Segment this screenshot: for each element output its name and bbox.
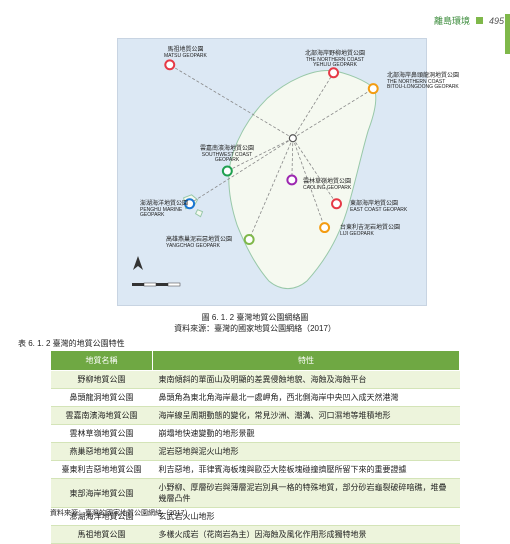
th-name: 地質名稱 — [51, 351, 153, 371]
table-title: 表 6. 1. 2 臺灣的地質公園特性 — [18, 338, 125, 349]
table-row: 燕巢惡地地質公園泥岩惡地與泥火山地形 — [51, 443, 460, 461]
cell-desc: 東南傾斜的單面山及明顯的差異侵蝕地貌、海蝕及海蝕平台 — [153, 371, 460, 389]
cell-desc: 小野柳、厚層砂岩與薄層泥岩別具一格的特殊地質，部分砂岩龜裂破碎喑礁，堆疊幾層凸件 — [153, 479, 460, 508]
geopark-label-southwest: 雲嘉南濱海地質公園SOUTHWEST COASTGEOPARK — [200, 146, 254, 164]
cell-desc: 玄武岩火山地形 — [153, 508, 460, 526]
geopark-node-southwest — [223, 167, 232, 176]
geopark-label-liji: 台東利吉泥岩地質公園LIJI GEOPARK — [340, 225, 400, 237]
header-section-label: 離島環境 — [434, 14, 470, 27]
cell-name: 臺東利吉惡地地質公園 — [51, 461, 153, 479]
side-tab — [505, 14, 510, 54]
geopark-label-yehliu: 北部海岸野柳地質公園THE NORTHERN COASTYEHLIU GEOPA… — [305, 51, 365, 69]
geopark-label-yangchao: 高雄燕巢泥岩惡地質公園YANGCHAO GEOPARK — [166, 237, 232, 249]
th-desc: 特性 — [153, 351, 460, 371]
geopark-label-bitou: 北部海岸鼻頭龍洞地質公園THE NORTHERN COASTBITOU-LONG… — [387, 73, 459, 91]
figure-caption: 圖 6. 1. 2 臺灣地質公園網絡圖 資料來源：臺灣的國家地質公園網絡（201… — [0, 312, 510, 334]
table-row: 野柳地質公園東南傾斜的單面山及明顯的差異侵蝕地貌、海蝕及海蝕平台 — [51, 371, 460, 389]
geopark-node-yangchao — [245, 235, 254, 244]
north-arrow-icon — [132, 256, 144, 275]
cell-desc: 鼻頭角為東北角海岸最北一處岬角，西北側海岸中央凹入成天然港灣 — [153, 389, 460, 407]
cell-name: 野柳地質公園 — [51, 371, 153, 389]
cell-desc: 海岸線呈周期動態的變化，常見沙洲、潮溝、河口濕地等堆積地形 — [153, 407, 460, 425]
geopark-label-matsu: 馬祖地質公園MATSU GEOPARK — [164, 47, 207, 59]
scale-bar — [132, 279, 192, 293]
geopark-label-penghu: 澎湖海洋地質公園PENGHU MARINEGEOPARK — [140, 201, 188, 219]
map-svg — [118, 39, 426, 305]
map-background: 馬祖地質公園MATSU GEOPARK 北部海岸野柳地質公園THE NORTHER… — [117, 38, 427, 306]
table-row: 鼻頭龍洞地質公園鼻頭角為東北角海岸最北一處岬角，西北側海岸中央凹入成天然港灣 — [51, 389, 460, 407]
cell-desc: 多樣火成岩（花崗岩為主）因海蝕及風化作用形成獨特地景 — [153, 526, 460, 544]
geopark-node-yehliu — [329, 68, 338, 77]
table-row: 東部海岸地質公園小野柳、厚層砂岩與薄層泥岩別具一格的特殊地質，部分砂岩龜裂破碎喑… — [51, 479, 460, 508]
cell-desc: 利吉惡地，菲律賓海板塊與歐亞大陸板塊碰撞擠壓所留下來的重要證據 — [153, 461, 460, 479]
cell-desc: 崩塌地快速變動的地形景觀 — [153, 425, 460, 443]
page-number: 495 — [489, 16, 504, 26]
geopark-label-eastcoast: 東部海岸地質公園EAST COAST GEOPARK — [350, 201, 407, 213]
table-row: 雲嘉南濱海地質公園海岸線呈周期動態的變化，常見沙洲、潮溝、河口濕地等堆積地形 — [51, 407, 460, 425]
cell-name: 東部海岸地質公園 — [51, 479, 153, 508]
page-header: 離島環境 495 — [434, 14, 510, 27]
geopark-map: 馬祖地質公園MATSU GEOPARK 北部海岸野柳地質公園THE NORTHER… — [117, 38, 427, 306]
caption-title: 圖 6. 1. 2 臺灣地質公園網絡圖 — [0, 312, 510, 323]
cell-name: 燕巢惡地地質公園 — [51, 443, 153, 461]
geopark-node-matsu — [165, 60, 174, 69]
hub-node — [289, 135, 296, 142]
cell-name: 雲林草嶺地質公園 — [51, 425, 153, 443]
table-source: 資料來源：臺灣的國家地質公園網絡（2017） — [50, 508, 192, 518]
caption-source: 資料來源：臺灣的國家地質公園網絡（2017） — [0, 323, 510, 334]
cell-name: 雲嘉南濱海地質公園 — [51, 407, 153, 425]
table-row: 雲林草嶺地質公園崩塌地快速變動的地形景觀 — [51, 425, 460, 443]
geopark-node-bitou — [369, 84, 378, 93]
geopark-node-liji — [320, 223, 329, 232]
header-accent-square — [476, 17, 483, 24]
geopark-label-caoling: 雲林草嶺地質公園CAOLING GEOPARK — [303, 179, 351, 191]
table-row: 馬祖地質公園多樣火成岩（花崗岩為主）因海蝕及風化作用形成獨特地景 — [51, 526, 460, 544]
cell-name: 馬祖地質公園 — [51, 526, 153, 544]
geopark-node-caoling — [287, 175, 296, 184]
cell-name: 鼻頭龍洞地質公園 — [51, 389, 153, 407]
geopark-node-eastcoast — [332, 199, 341, 208]
table-row: 臺東利吉惡地地質公園利吉惡地，菲律賓海板塊與歐亞大陸板塊碰撞擠壓所留下來的重要證… — [51, 461, 460, 479]
cell-desc: 泥岩惡地與泥火山地形 — [153, 443, 460, 461]
